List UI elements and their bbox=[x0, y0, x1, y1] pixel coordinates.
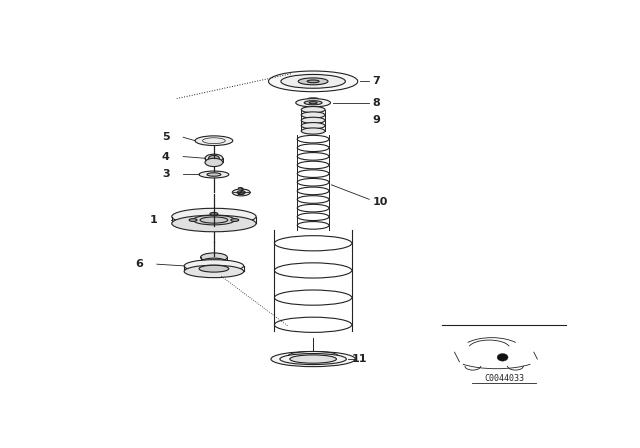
Ellipse shape bbox=[301, 107, 325, 113]
Text: 3: 3 bbox=[162, 169, 170, 180]
Text: 7: 7 bbox=[372, 76, 380, 86]
Ellipse shape bbox=[301, 123, 325, 129]
Ellipse shape bbox=[301, 117, 325, 124]
Text: 10: 10 bbox=[372, 197, 388, 207]
Ellipse shape bbox=[189, 219, 197, 221]
Ellipse shape bbox=[237, 191, 245, 194]
Ellipse shape bbox=[304, 101, 322, 105]
Ellipse shape bbox=[301, 128, 325, 134]
Text: 5: 5 bbox=[162, 132, 170, 142]
Text: 6: 6 bbox=[136, 259, 143, 269]
Ellipse shape bbox=[271, 352, 355, 366]
Ellipse shape bbox=[207, 173, 221, 176]
Ellipse shape bbox=[195, 136, 233, 146]
Ellipse shape bbox=[307, 80, 319, 83]
Ellipse shape bbox=[172, 208, 256, 225]
Ellipse shape bbox=[199, 265, 229, 272]
Ellipse shape bbox=[210, 212, 218, 215]
Ellipse shape bbox=[309, 102, 317, 104]
Text: 1: 1 bbox=[150, 215, 157, 225]
Ellipse shape bbox=[209, 155, 220, 161]
Text: 8: 8 bbox=[372, 98, 380, 108]
Ellipse shape bbox=[193, 215, 235, 225]
Ellipse shape bbox=[184, 265, 244, 278]
Ellipse shape bbox=[232, 189, 250, 196]
Ellipse shape bbox=[205, 154, 223, 163]
Text: 4: 4 bbox=[162, 151, 170, 162]
Ellipse shape bbox=[199, 171, 229, 178]
Ellipse shape bbox=[296, 99, 330, 107]
Text: 9: 9 bbox=[372, 115, 381, 125]
Ellipse shape bbox=[200, 217, 228, 223]
Ellipse shape bbox=[172, 215, 256, 232]
Ellipse shape bbox=[231, 219, 239, 221]
Ellipse shape bbox=[281, 74, 346, 88]
Ellipse shape bbox=[497, 353, 508, 361]
Ellipse shape bbox=[298, 78, 328, 85]
Text: C0044033: C0044033 bbox=[484, 374, 524, 383]
Text: 11: 11 bbox=[352, 354, 367, 364]
Ellipse shape bbox=[184, 260, 244, 272]
Text: 2: 2 bbox=[236, 187, 244, 198]
Ellipse shape bbox=[200, 253, 227, 262]
Ellipse shape bbox=[200, 258, 227, 267]
Ellipse shape bbox=[301, 112, 325, 118]
Ellipse shape bbox=[290, 355, 337, 363]
Ellipse shape bbox=[205, 158, 223, 167]
Ellipse shape bbox=[269, 71, 358, 92]
